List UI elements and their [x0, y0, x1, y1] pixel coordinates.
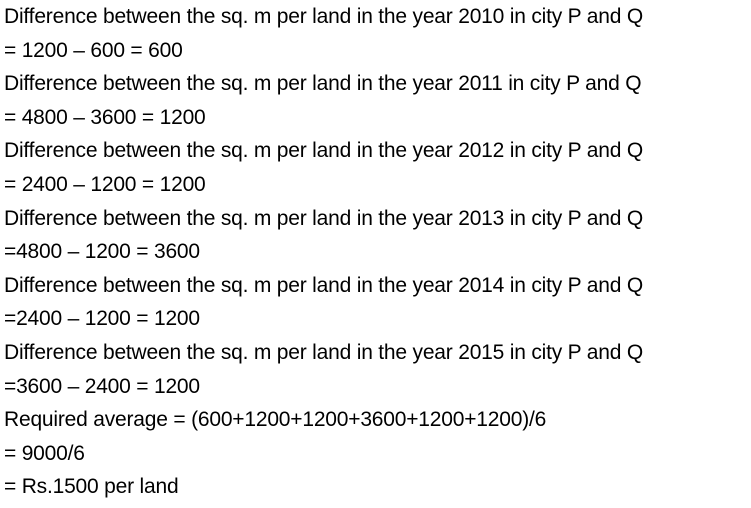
difference-2013-heading: Difference between the sq. m per land in…: [4, 206, 643, 230]
difference-2012-calculation: = 2400 – 1200 = 1200: [4, 172, 206, 196]
difference-2015-calculation: =3600 – 2400 = 1200: [4, 374, 200, 398]
required-average-formula: Required average = (600+1200+1200+3600+1…: [4, 408, 547, 432]
difference-2014-heading: Difference between the sq. m per land in…: [4, 273, 643, 297]
final-answer: = Rs.1500 per land: [4, 475, 179, 499]
difference-2013-calculation: =4800 – 1200 = 3600: [4, 240, 200, 264]
difference-2014-calculation: =2400 – 1200 = 1200: [4, 307, 200, 331]
average-division-step: = 9000/6: [4, 441, 85, 465]
difference-2010-calculation: = 1200 – 600 = 600: [4, 38, 183, 62]
difference-2011-heading: Difference between the sq. m per land in…: [4, 72, 642, 96]
difference-2010-heading: Difference between the sq. m per land in…: [4, 5, 643, 28]
difference-2012-heading: Difference between the sq. m per land in…: [4, 139, 643, 163]
difference-2011-calculation: = 4800 – 3600 = 1200: [4, 105, 206, 129]
difference-2015-heading: Difference between the sq. m per land in…: [4, 340, 643, 364]
